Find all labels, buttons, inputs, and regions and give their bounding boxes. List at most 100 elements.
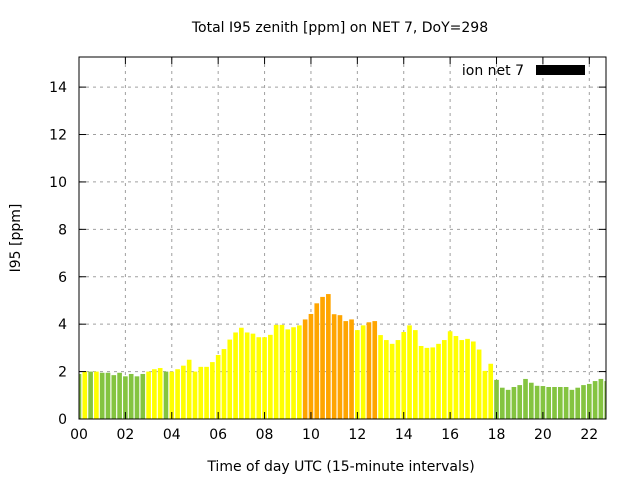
bar	[546, 386, 552, 419]
bar	[175, 369, 180, 419]
bar	[262, 337, 267, 419]
bar	[459, 340, 465, 419]
bar	[99, 372, 105, 419]
bar	[343, 321, 349, 419]
bar	[581, 385, 586, 419]
bar	[331, 314, 337, 419]
bar	[384, 340, 389, 419]
x-tick-label: 06	[209, 427, 227, 443]
bar	[302, 319, 308, 419]
bar	[511, 386, 517, 419]
x-tick-label: 10	[302, 427, 320, 443]
bar	[355, 330, 360, 419]
bar	[482, 370, 488, 419]
y-tick-label: 10	[49, 175, 67, 191]
bar	[169, 371, 175, 419]
bar	[494, 379, 499, 419]
bar	[279, 324, 285, 419]
bar	[233, 332, 238, 419]
bar	[285, 329, 291, 419]
bar	[244, 332, 250, 419]
x-tick-label: 14	[395, 427, 413, 443]
bar	[105, 372, 111, 419]
bar	[210, 362, 215, 419]
bar	[140, 373, 146, 419]
bar	[575, 387, 581, 419]
bar	[418, 345, 424, 419]
bar	[134, 376, 140, 419]
bar	[540, 386, 546, 419]
bar	[517, 385, 523, 419]
bar	[88, 371, 93, 419]
bar	[227, 339, 233, 419]
bar	[569, 389, 575, 419]
bar	[499, 387, 505, 419]
bar	[157, 368, 163, 419]
y-tick-label: 0	[58, 412, 67, 428]
y-tick-label: 14	[49, 80, 67, 96]
bar	[424, 347, 430, 419]
x-tick-label: 02	[116, 427, 134, 443]
bar	[79, 373, 82, 419]
chart-title: Total I95 zenith [ppm] on NET 7, DoY=298	[191, 20, 488, 36]
x-tick-label: 16	[441, 427, 459, 443]
bar	[256, 337, 262, 419]
y-axis-label: I95 [ppm]	[8, 204, 24, 273]
grid	[79, 57, 606, 419]
legend-label: ion net 7	[462, 63, 524, 79]
bar	[453, 336, 459, 419]
bar	[552, 386, 557, 419]
bar	[192, 371, 198, 419]
bar	[82, 371, 88, 419]
bar	[337, 315, 343, 419]
bar	[291, 327, 296, 419]
bar	[117, 372, 122, 419]
y-tick-label: 12	[49, 128, 67, 144]
bar	[442, 340, 447, 419]
bar	[349, 319, 354, 419]
y-tick-label: 2	[58, 365, 67, 381]
bar	[360, 325, 366, 419]
bar	[221, 349, 227, 419]
x-tick-label: 04	[163, 427, 181, 443]
legend: ion net 7	[462, 63, 585, 79]
x-axis-label: Time of day UTC (15-minute intervals)	[206, 459, 474, 475]
bar	[586, 383, 592, 419]
bar	[123, 376, 128, 419]
bar	[250, 333, 256, 419]
bar	[239, 327, 244, 419]
bar	[94, 371, 99, 419]
bar	[366, 322, 372, 419]
plot-border	[78, 56, 607, 420]
bar	[413, 330, 418, 419]
bar	[436, 343, 441, 419]
bar	[111, 375, 117, 419]
y-tick-label: 4	[58, 317, 67, 333]
bar	[471, 341, 476, 419]
bar	[181, 365, 186, 419]
bar	[314, 303, 320, 419]
x-tick-label: 12	[348, 427, 366, 443]
bar	[146, 371, 151, 419]
bar	[326, 294, 331, 419]
bar	[430, 347, 436, 419]
bar	[273, 324, 279, 419]
x-tick-label: 00	[70, 427, 88, 443]
legend-swatch	[536, 65, 585, 75]
bar	[268, 334, 273, 419]
bar	[488, 363, 494, 419]
x-tick-label: 22	[580, 427, 598, 443]
bar	[163, 371, 169, 419]
bar	[372, 321, 378, 419]
bar	[505, 389, 511, 419]
bar	[297, 325, 302, 419]
bar	[395, 340, 401, 419]
bar	[198, 366, 204, 419]
bar	[604, 381, 606, 419]
x-tick-label: 20	[534, 427, 552, 443]
bar	[476, 349, 482, 419]
bar	[465, 338, 470, 419]
y-tick-label: 8	[58, 222, 67, 238]
bar	[557, 386, 563, 419]
